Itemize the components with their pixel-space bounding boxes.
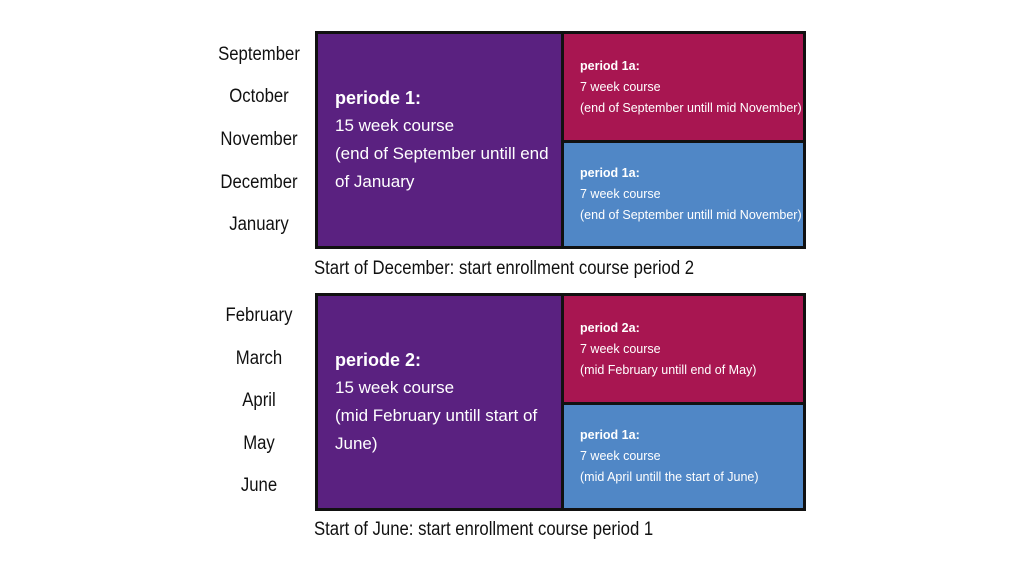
cell-duration: 7 week course — [580, 79, 661, 94]
month-label: March — [235, 348, 283, 369]
cell-duration: 15 week course — [335, 378, 455, 397]
enrollment-caption-2: Start of June: start enrollment course p… — [314, 519, 654, 540]
cell-title: period 1a: — [580, 428, 640, 442]
periode-1-cell: periode 1: 15 week course (end of Septem… — [318, 34, 561, 246]
month-label: May — [243, 433, 275, 454]
cell-duration: 7 week course — [580, 341, 661, 356]
month-label: September — [218, 44, 300, 65]
cell-dates: (end of September untill mid November) — [580, 208, 802, 222]
cell-title: period 1a: — [580, 166, 640, 180]
enrollment-caption-1: Start of December: start enrollment cour… — [314, 258, 695, 279]
cell-dates: (mid April untill the start of June) — [580, 470, 759, 484]
month-label: January — [229, 214, 289, 235]
month-label: April — [242, 390, 276, 411]
period-2a-cell: period 2a: 7 week course (mid February u… — [564, 296, 803, 402]
cell-dates: (mid February untill start of June) — [335, 406, 538, 453]
period-2-block: periode 2: 15 week course (mid February … — [315, 293, 806, 511]
cell-title: periode 2: — [335, 350, 422, 370]
cell-title: periode 1: — [335, 88, 422, 108]
cell-dates: (mid February untill end of May) — [580, 362, 757, 377]
month-label: December — [220, 172, 298, 193]
period-1a-second-cell: period 1a: 7 week course (end of Septemb… — [564, 143, 803, 246]
periode-2-cell: periode 2: 15 week course (mid February … — [318, 296, 561, 508]
cell-duration: 7 week course — [580, 449, 661, 463]
cell-duration: 7 week course — [580, 187, 661, 201]
period-1-block: periode 1: 15 week course (end of Septem… — [315, 31, 806, 249]
month-label: October — [229, 86, 289, 107]
cell-dates: (end of September untill mid November) — [580, 100, 802, 115]
month-label: February — [225, 305, 293, 326]
cell-title: period 2a: — [580, 320, 640, 335]
cell-duration: 15 week course — [335, 116, 455, 135]
period-2-second-cell: period 1a: 7 week course (mid April unti… — [564, 405, 803, 508]
month-label: June — [240, 475, 278, 496]
month-label: November — [220, 129, 298, 150]
period-1a-first-cell: period 1a: 7 week course (end of Septemb… — [564, 34, 803, 140]
cell-title: period 1a: — [580, 58, 640, 73]
cell-dates: (end of September untill end of January — [335, 144, 549, 191]
